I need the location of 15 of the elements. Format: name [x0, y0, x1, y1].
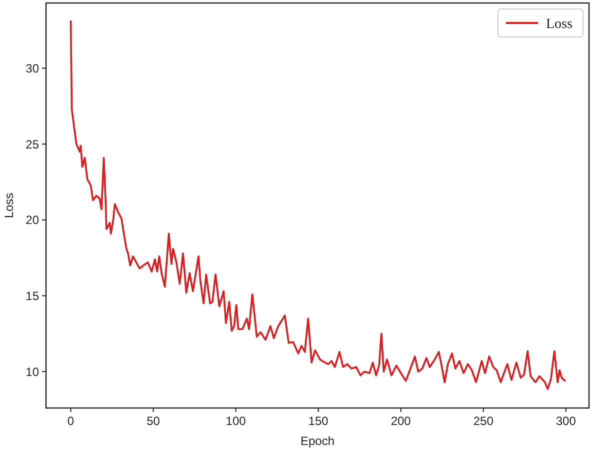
x-tick-label: 150	[308, 414, 329, 428]
legend-label: Loss	[546, 16, 572, 32]
x-tick-label: 200	[390, 414, 412, 428]
y-tick-label: 10	[26, 364, 40, 379]
y-axis-title: Loss	[2, 192, 16, 218]
y-tick-label: 20	[26, 213, 40, 228]
x-tick-label: 250	[473, 414, 494, 428]
y-tick-label: 30	[26, 61, 40, 76]
y-tick-label: 25	[26, 137, 40, 152]
x-tick-label: 0	[67, 414, 74, 428]
y-tick-label: 15	[26, 288, 40, 303]
x-tick-label: 300	[556, 414, 576, 428]
x-tick-label: 50	[146, 414, 160, 428]
x-tick-label: 100	[226, 414, 246, 428]
x-axis-title: Epoch	[300, 434, 335, 448]
